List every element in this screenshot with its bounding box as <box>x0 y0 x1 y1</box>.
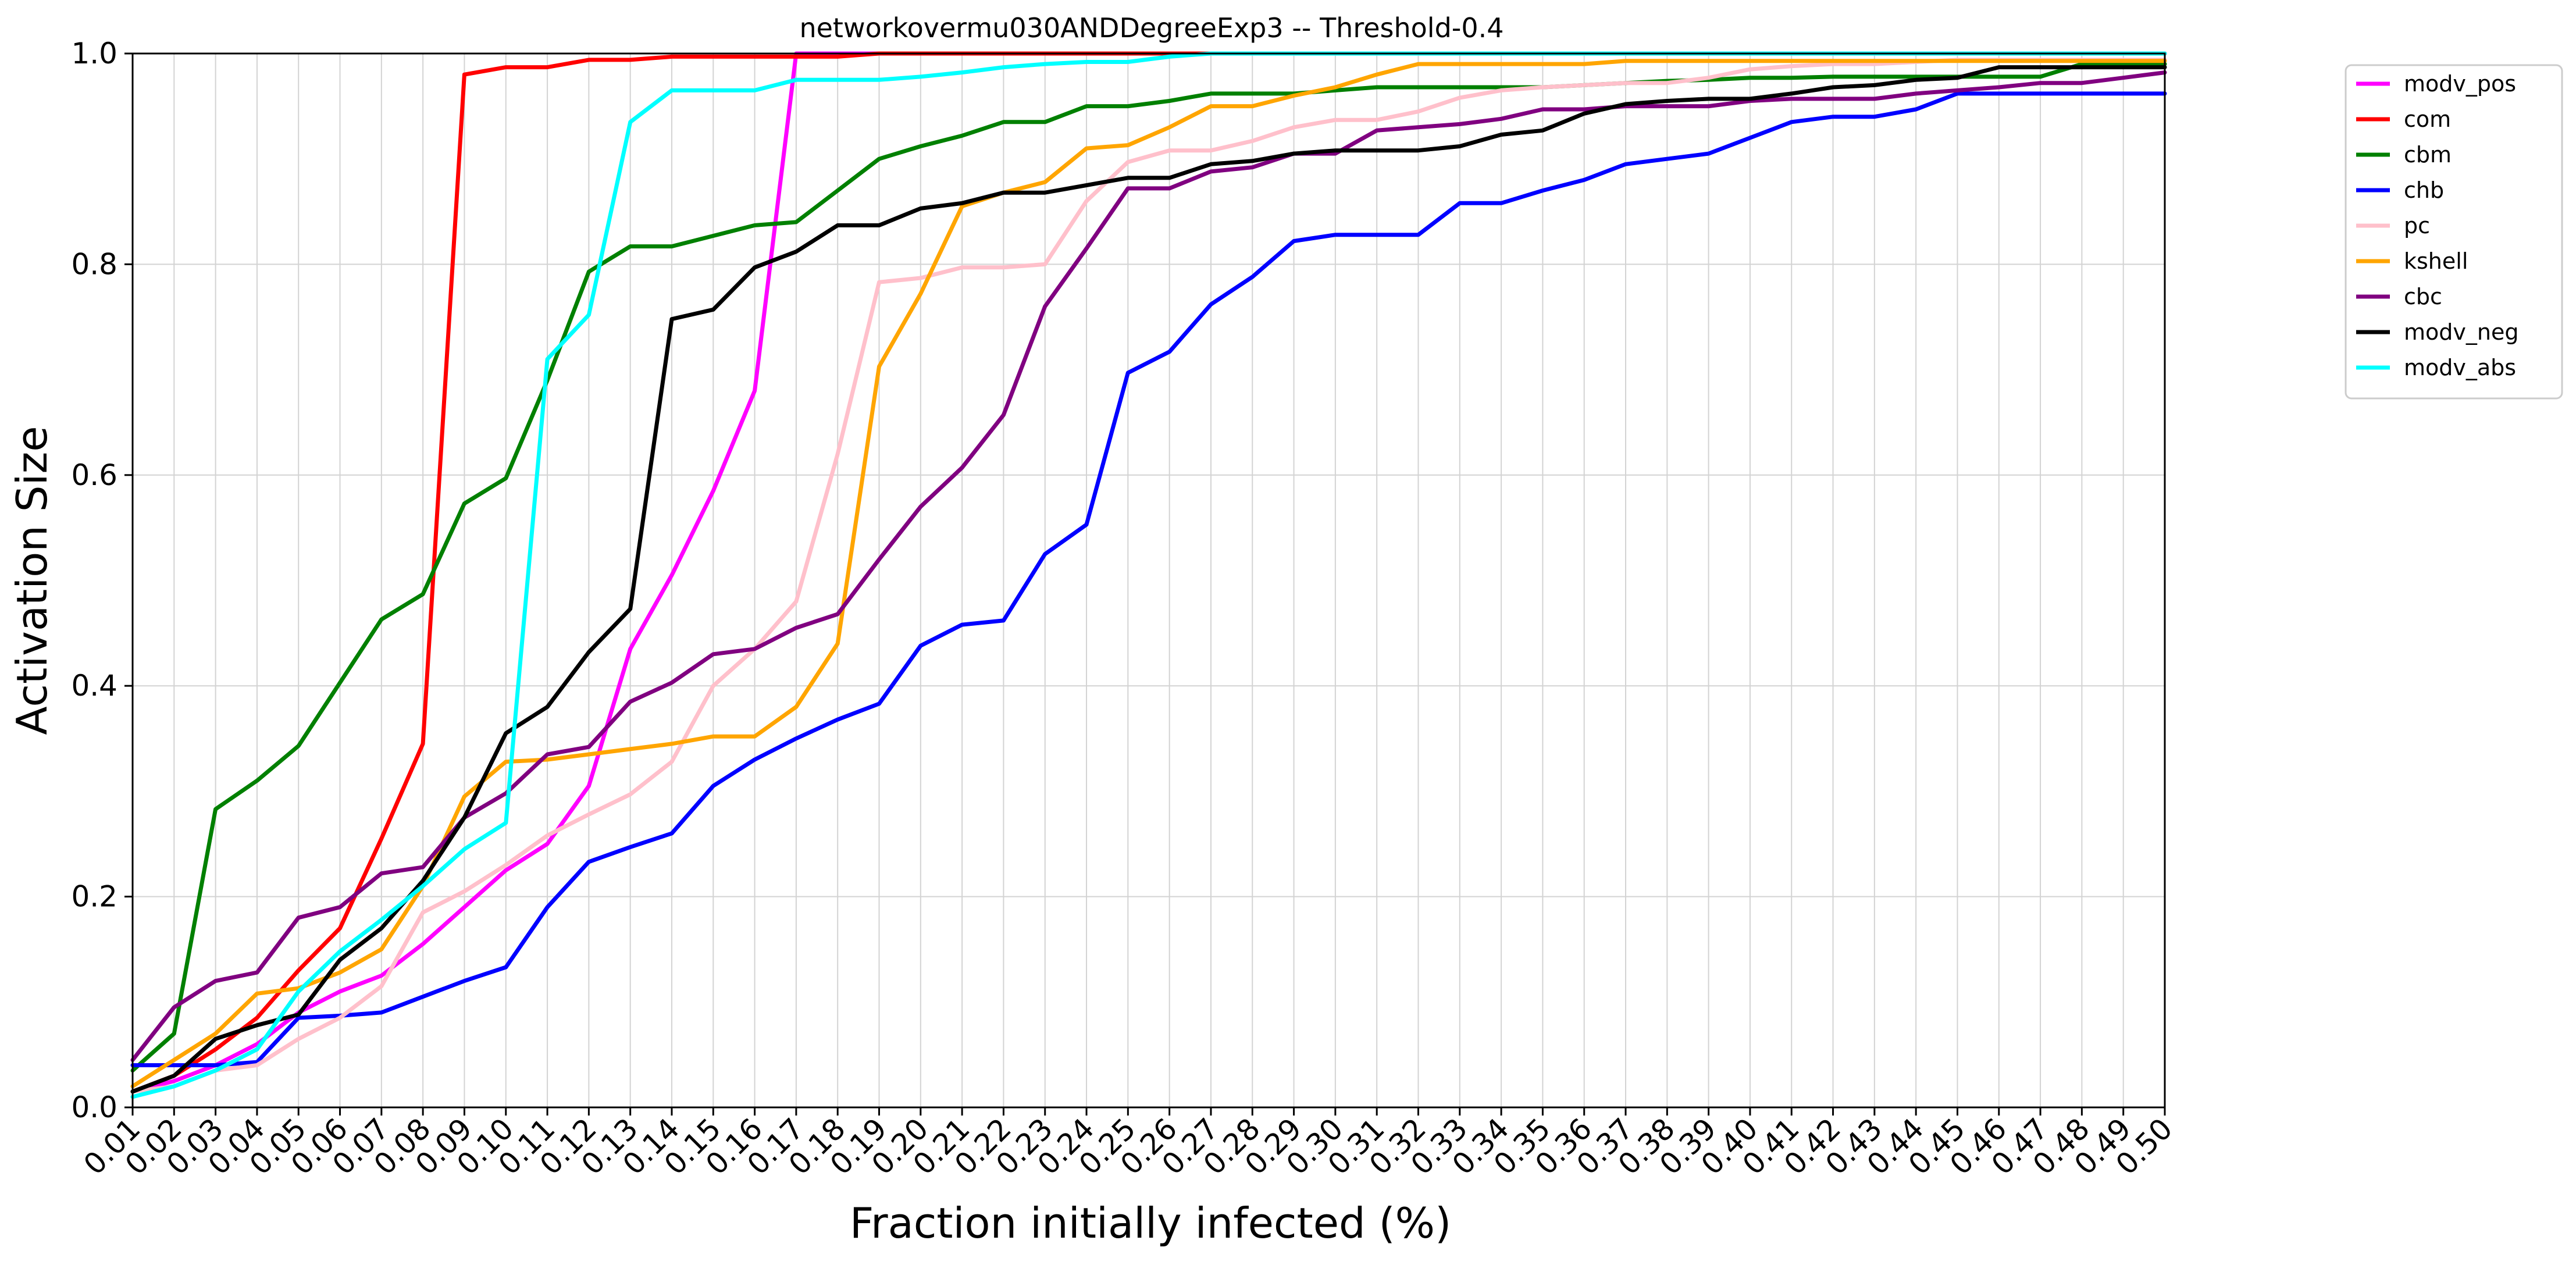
y-axis-label: Activation Size <box>8 426 56 735</box>
plot-frame <box>131 52 2166 1109</box>
legend-label-kshell: kshell <box>2404 248 2468 274</box>
x-axis-label: Fraction initially infected (%) <box>850 1199 1451 1248</box>
series-line-cbc <box>130 70 2167 1062</box>
legend-label-pc: pc <box>2404 213 2430 238</box>
y-tick-label: 0.6 <box>71 458 117 492</box>
legend-label-com: com <box>2404 106 2451 132</box>
y-tick-label: 0.2 <box>71 880 117 914</box>
y-tick-label: 0.8 <box>71 247 117 281</box>
series-line-kshell <box>130 59 2167 1089</box>
series-line-cbm <box>130 62 2167 1073</box>
y-tick-label: 0.0 <box>71 1091 117 1124</box>
legend-label-cbc: cbc <box>2404 284 2442 309</box>
legend-label-cbm: cbm <box>2404 142 2452 168</box>
y-tick-label: 0.4 <box>71 669 117 703</box>
series-line-modv_neg <box>130 65 2167 1094</box>
legend-label-modv_abs: modv_abs <box>2404 355 2516 380</box>
legend-label-chb: chb <box>2404 177 2444 203</box>
legend-label-modv_neg: modv_neg <box>2404 319 2518 345</box>
chart-title: networkovermu030ANDDegreeExp3 -- Thresho… <box>799 12 1503 44</box>
legend-box <box>2345 64 2563 400</box>
legend-label-modv_pos: modv_pos <box>2404 71 2516 97</box>
series-line-chb <box>130 91 2167 1067</box>
y-tick-label: 1.0 <box>71 37 117 70</box>
series-line-pc <box>130 58 2167 1094</box>
